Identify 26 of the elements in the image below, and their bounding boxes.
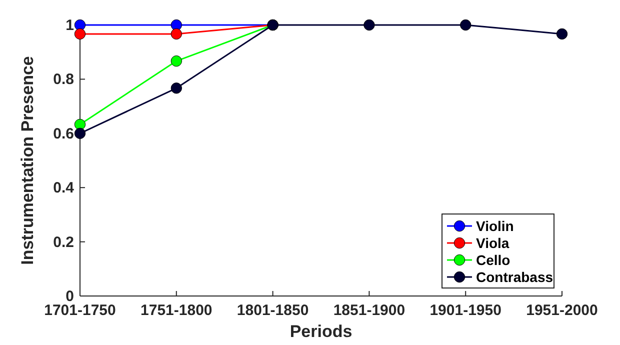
point [556,28,568,40]
x-tick-label: 1851-1900 [333,302,406,319]
x-axis-title: Periods [290,322,352,341]
y-tick-label: 0.6 [53,125,74,142]
y-tick-label: 0.2 [53,234,74,251]
point [460,19,472,31]
y-tick-label: 0.8 [53,71,74,88]
x-tick-label: 1901-1950 [430,302,502,319]
x-tick-label: 1951-2000 [526,302,598,319]
x-tick-label: 1751-1800 [140,302,212,319]
y-tick-label: 0.4 [53,180,75,197]
point [364,19,375,31]
y-tick-label: 1 [66,17,74,34]
legend-label: Viola [476,235,510,251]
legend-label: Cello [476,252,510,268]
point [170,28,182,40]
legend-label: Contrabass [476,269,554,285]
y-tick-label: 0 [66,288,74,305]
y-axis-title: Instrumentation Presence [18,56,37,265]
point [170,82,182,94]
x-tick-label: 1801-1850 [236,302,309,319]
point [170,55,182,67]
legend-label: Violin [476,218,514,234]
x-tick-label: 1701-1750 [44,302,116,319]
point [74,128,86,139]
point [74,28,86,40]
